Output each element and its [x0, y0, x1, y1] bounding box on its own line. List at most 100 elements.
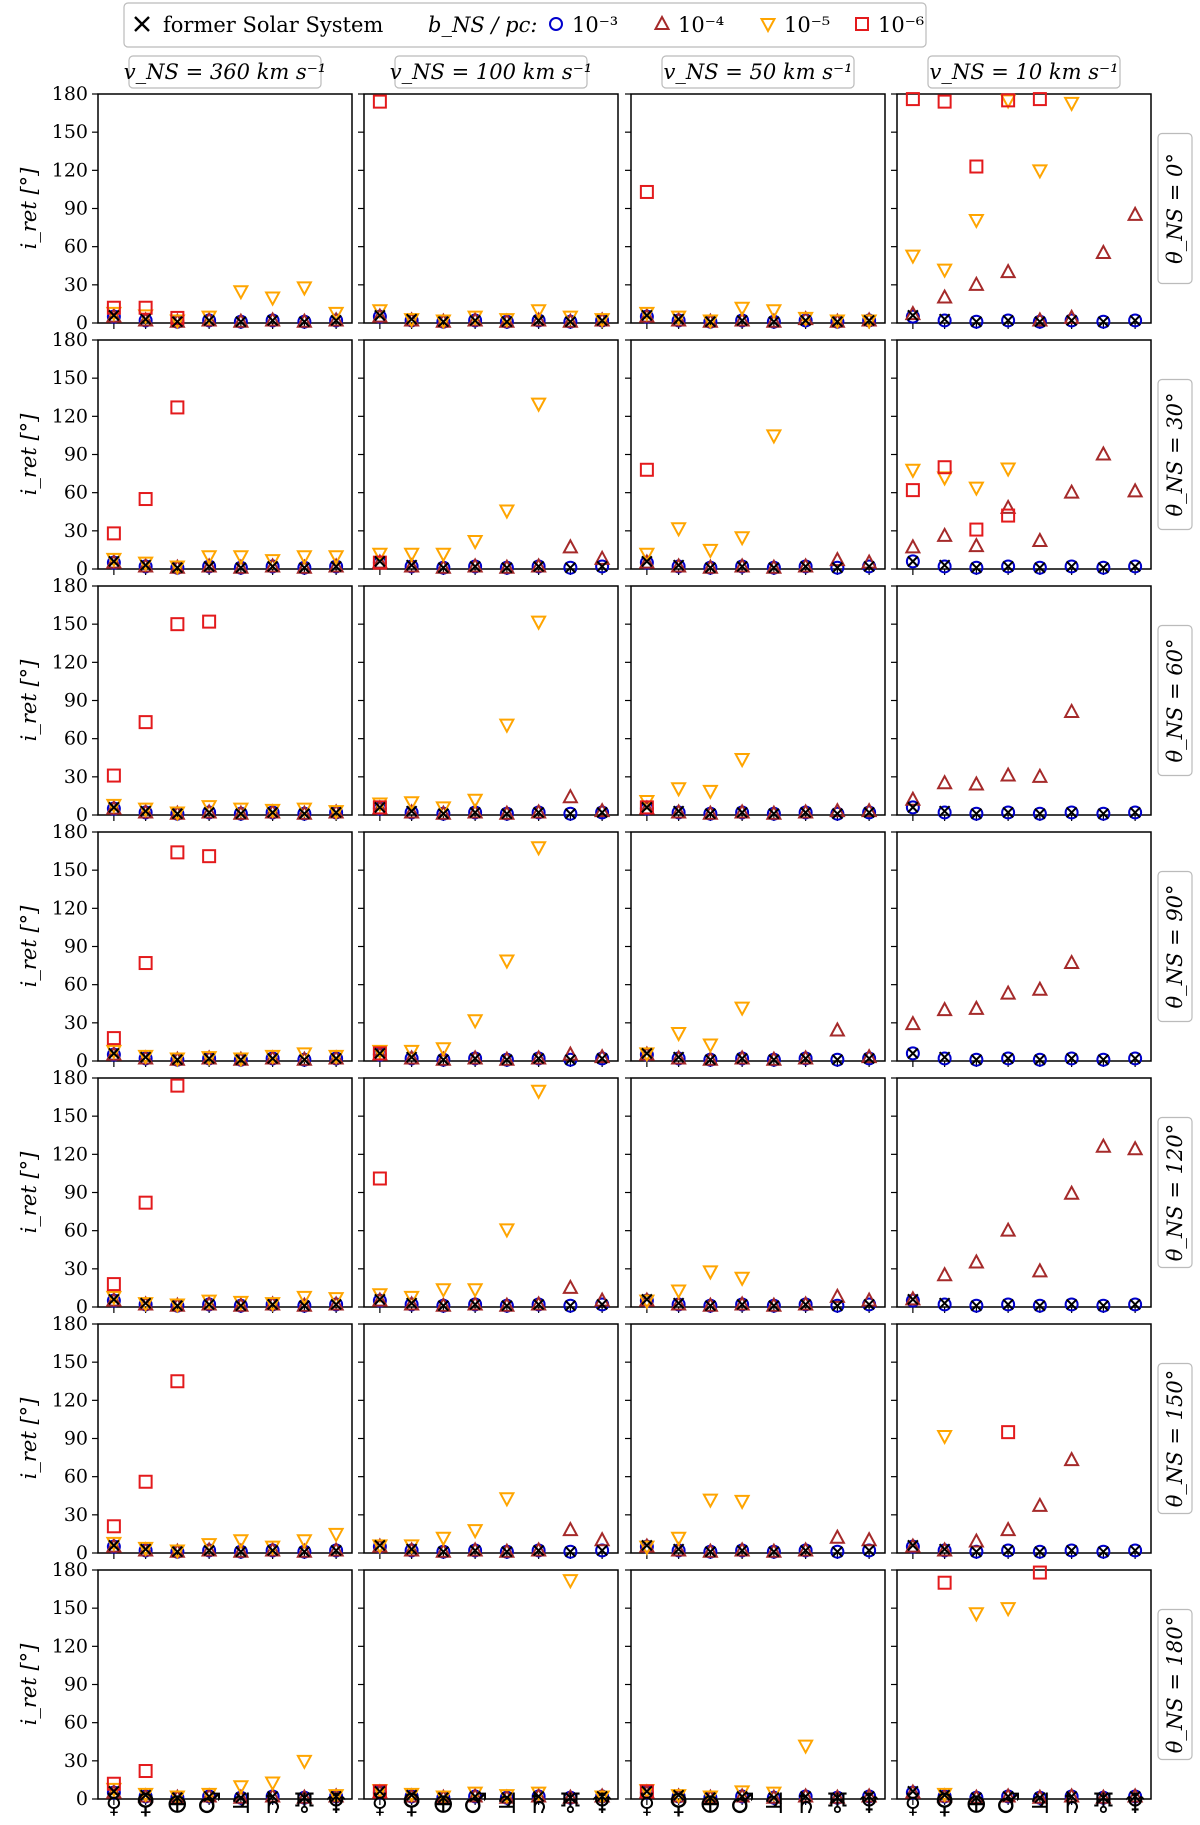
point-b5 — [670, 1284, 687, 1300]
point-b4 — [904, 1783, 922, 1799]
point-former — [907, 555, 919, 568]
point-b3 — [1096, 560, 1111, 575]
point-former — [108, 555, 120, 568]
point-former — [596, 1790, 608, 1803]
planet-axis-labels: ☿ ♀ ⊕ ♂ ♃ ♄ ♅ ♆ ☿ ♀ ⊕ ♂ ♃ ♄ ♅ ♆ ☿ ♀ ⊕ ♂ ♃ ♄ ♅ ♆ ☿ ♀ ⊕ ♂ ♃ ♄ ♅ ♆ — [105, 1787, 1147, 1820]
point-b5 — [530, 304, 547, 320]
point-b5 — [498, 1223, 516, 1239]
point-former — [108, 1539, 120, 1552]
point-b6 — [639, 462, 654, 477]
point-b3 — [830, 560, 845, 575]
point-former — [799, 314, 812, 327]
point-b4 — [797, 1295, 814, 1311]
point-former — [596, 1298, 608, 1311]
point-former — [863, 1298, 875, 1311]
y-tick-label: 180 — [52, 329, 88, 351]
point-former — [171, 1054, 184, 1066]
point-b4 — [968, 999, 985, 1015]
point-b4 — [466, 1049, 484, 1065]
planet-label: ♄ — [1059, 1787, 1084, 1820]
point-b4 — [733, 803, 751, 819]
point-b4 — [765, 1542, 783, 1558]
point-b6 — [1001, 1425, 1016, 1440]
planet-label: ♆ — [324, 1787, 349, 1820]
point-b4 — [466, 1541, 484, 1557]
point-former — [863, 314, 875, 327]
point-former — [596, 1544, 608, 1557]
panel-r3-c3 — [891, 831, 1152, 1067]
point-former — [405, 1789, 418, 1801]
point-b4 — [702, 558, 719, 574]
point-former — [564, 562, 577, 574]
point-former — [298, 1054, 311, 1066]
point-former — [641, 1539, 653, 1552]
point-b3 — [1001, 805, 1016, 820]
panel-frame — [630, 1323, 886, 1554]
point-former — [970, 1300, 983, 1312]
point-b6 — [170, 845, 185, 860]
point-former — [1034, 562, 1046, 574]
point-former — [641, 801, 653, 814]
point-former — [799, 560, 812, 573]
y-tick-label: 0 — [76, 1788, 88, 1810]
point-b5 — [530, 615, 547, 631]
planet-label: ⊕ — [699, 1787, 722, 1820]
point-b4 — [670, 803, 687, 819]
point-former — [768, 1546, 780, 1558]
point-b4 — [200, 803, 218, 819]
point-b4 — [435, 558, 452, 574]
point-former — [203, 1052, 215, 1065]
point-b5 — [702, 1790, 719, 1806]
point-former — [768, 808, 780, 820]
planet-label: ♂ — [730, 1787, 755, 1820]
point-b6 — [1001, 93, 1016, 108]
point-b4 — [733, 1541, 751, 1557]
point-b4 — [860, 1531, 878, 1547]
point-former — [405, 1297, 418, 1309]
panel-frame — [97, 1077, 353, 1308]
panel-r1-c1 — [358, 339, 619, 575]
point-former — [938, 1051, 951, 1063]
point-b5 — [435, 1042, 452, 1058]
column-header: v_NS = 10 km s⁻¹ — [929, 60, 1118, 84]
y-tick-label: 30 — [64, 520, 88, 542]
point-former — [1002, 1544, 1014, 1557]
panel-frame — [363, 1323, 619, 1554]
point-b4 — [403, 557, 420, 573]
point-b5 — [797, 1739, 814, 1755]
point-b4 — [200, 1541, 218, 1557]
point-b5 — [327, 805, 345, 821]
point-b4 — [562, 538, 579, 554]
point-former — [831, 808, 844, 820]
point-b4 — [498, 804, 516, 820]
point-former — [704, 808, 717, 820]
point-b6 — [138, 1474, 153, 1489]
point-b6 — [372, 1046, 387, 1061]
point-b5 — [498, 954, 516, 970]
legend-label-b5: 10⁻⁵ — [784, 13, 830, 37]
point-former — [641, 1785, 653, 1798]
point-former — [641, 1293, 653, 1306]
panel-r6-c1 — [358, 1569, 619, 1806]
legend-marker-b6 — [855, 17, 869, 31]
point-b5 — [530, 1084, 547, 1100]
point-former — [235, 808, 247, 820]
point-b5 — [968, 1607, 985, 1623]
panel-frame — [896, 339, 1152, 570]
row-header: θ_NS = 90° — [1163, 884, 1187, 1008]
planet-label: ♃ — [1027, 1787, 1052, 1820]
column-header: v_NS = 50 km s⁻¹ — [663, 60, 852, 84]
point-b3 — [1096, 314, 1111, 329]
point-former — [736, 1052, 748, 1065]
point-former — [171, 316, 184, 328]
point-former — [672, 559, 685, 571]
point-b6 — [138, 1764, 153, 1779]
planet-label: ♆ — [857, 1787, 882, 1820]
point-b5 — [593, 313, 611, 329]
point-b6 — [937, 460, 952, 475]
point-b6 — [170, 310, 185, 325]
point-b4 — [1031, 1262, 1049, 1278]
point-former — [1097, 1792, 1110, 1804]
point-b5 — [638, 306, 656, 322]
point-former — [704, 562, 717, 574]
